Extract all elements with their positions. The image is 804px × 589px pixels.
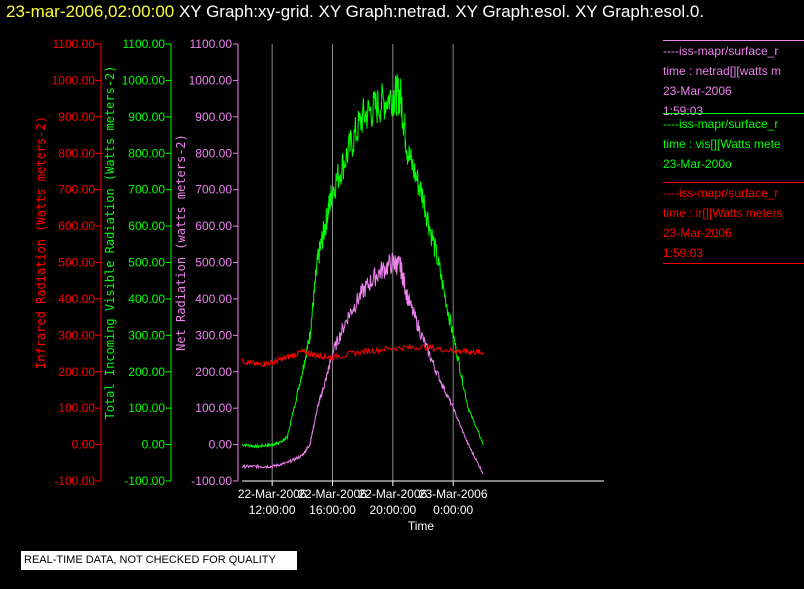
y-tick-label-ir-12: 1100.00	[53, 37, 96, 51]
legend-vis: ----iss-mapr/surface_r time : vis[][Watt…	[663, 113, 804, 174]
title-date: 23-mar-2006,02:00:00	[6, 2, 175, 21]
legend-ir-line-1: ----iss-mapr/surface_r	[663, 182, 804, 203]
y-tick-label-vis-10: 900.00	[128, 110, 165, 124]
y-tick-label-vis-9: 800.00	[128, 146, 165, 160]
legend-vis-line-3: 23-Mar-200o	[663, 157, 732, 171]
series-vis	[241, 74, 484, 449]
y-tick-label-ir-3: 200.00	[58, 365, 95, 379]
series-ir	[241, 342, 484, 368]
y-tick-label-ir-9: 800.00	[58, 146, 95, 160]
y-axis-label-vis: Total Incoming Visible Radiation (Watts …	[103, 65, 117, 419]
y-tick-label-net-10: 900.00	[195, 110, 232, 124]
y-tick-label-net-6: 500.00	[195, 256, 232, 270]
legend-netrad-line-4: 1:59:03	[663, 104, 704, 118]
x-tick-label-1-1: 16:00:00	[309, 503, 356, 517]
y-tick-label-vis-1: 0.00	[142, 438, 166, 452]
legend-netrad-line-3: 23-Mar-2006	[663, 84, 732, 98]
legend-ir: ----iss-mapr/surface_r time : ir[][Watts…	[663, 182, 804, 264]
y-tick-label-ir-10: 900.00	[58, 110, 95, 124]
y-axis-label-ir: Infrared Radiation (Watts meters-2)	[34, 116, 48, 369]
legend-netrad: ----iss-mapr/surface_r time : netrad[][w…	[663, 40, 804, 121]
y-tick-label-vis-0: -100.00	[124, 474, 165, 488]
y-tick-label-ir-6: 500.00	[58, 256, 95, 270]
y-tick-label-net-5: 400.00	[195, 292, 232, 306]
y-tick-label-vis-3: 200.00	[128, 365, 165, 379]
y-tick-label-net-12: 1100.00	[190, 37, 233, 51]
title-graph-1: XY Graph:xy-grid.	[178, 2, 314, 21]
series-net	[241, 252, 484, 475]
legend-netrad-line-2: time : netrad[][watts m	[663, 64, 782, 78]
y-tick-label-vis-4: 300.00	[128, 328, 165, 342]
x-tick-label-2-1: 20:00:00	[369, 503, 416, 517]
legend-ir-bottom-rule	[663, 263, 804, 264]
title-graph-3: XY Graph:esol.	[455, 2, 571, 21]
x-tick-label-1-0: 22-Mar-2006	[298, 487, 367, 501]
title-graph-4: XY Graph:esol.0.	[574, 2, 705, 21]
title-bar: 23-mar-2006,02:00:00 XY Graph:xy-grid. X…	[6, 2, 704, 22]
y-tick-label-ir-7: 600.00	[58, 219, 95, 233]
y-tick-label-ir-8: 700.00	[58, 183, 95, 197]
y-tick-label-net-4: 300.00	[195, 328, 232, 342]
y-tick-label-net-1: 0.00	[209, 438, 233, 452]
y-tick-label-ir-2: 100.00	[58, 401, 95, 415]
legend-ir-line-3: 23-Mar-2006	[663, 226, 732, 240]
y-tick-label-vis-8: 700.00	[128, 183, 165, 197]
x-tick-label-0-1: 12:00:00	[249, 503, 296, 517]
y-tick-label-net-0: -100.00	[191, 474, 232, 488]
y-tick-label-vis-7: 600.00	[128, 219, 165, 233]
y-tick-label-vis-11: 1000.00	[122, 73, 166, 87]
y-tick-label-ir-4: 300.00	[58, 328, 95, 342]
quality-badge: REAL-TIME DATA, NOT CHECKED FOR QUALITY	[21, 551, 297, 570]
y-tick-label-net-8: 700.00	[195, 183, 232, 197]
legend-ir-line-4: 1:59:03	[663, 246, 704, 260]
y-tick-label-ir-11: 1000.00	[52, 73, 96, 87]
y-tick-label-net-3: 200.00	[195, 365, 232, 379]
y-tick-label-net-7: 600.00	[195, 219, 232, 233]
y-tick-label-ir-0: -100.00	[54, 474, 95, 488]
y-tick-label-vis-2: 100.00	[128, 401, 165, 415]
y-tick-label-ir-1: 0.00	[72, 438, 96, 452]
y-tick-label-net-11: 1000.00	[189, 73, 233, 87]
y-tick-label-vis-6: 500.00	[128, 256, 165, 270]
y-tick-label-net-2: 100.00	[195, 401, 232, 415]
y-tick-label-ir-5: 400.00	[58, 292, 95, 306]
legend-netrad-line-1: ----iss-mapr/surface_r	[663, 40, 804, 61]
y-tick-label-vis-5: 400.00	[128, 292, 165, 306]
x-tick-label-0-0: 22-Mar-2006	[238, 487, 307, 501]
x-tick-label-3-0: 23-Mar-2006	[419, 487, 488, 501]
legend-vis-line-1: ----iss-mapr/surface_r	[663, 113, 804, 134]
x-axis-label: Time	[408, 519, 435, 533]
x-tick-label-2-0: 22-Mar-2006	[358, 487, 427, 501]
y-tick-label-vis-12: 1100.00	[123, 37, 166, 51]
legend-vis-line-2: time : vis[][Watts mete	[663, 137, 781, 151]
legend-ir-line-2: time : ir[][Watts meters	[663, 206, 783, 220]
y-axis-label-net: Net Radiation (watts meters-2)	[174, 134, 188, 351]
y-tick-label-net-9: 800.00	[195, 146, 232, 160]
x-tick-label-3-1: 0:00:00	[433, 503, 473, 517]
title-graph-2: XY Graph:netrad.	[318, 2, 451, 21]
